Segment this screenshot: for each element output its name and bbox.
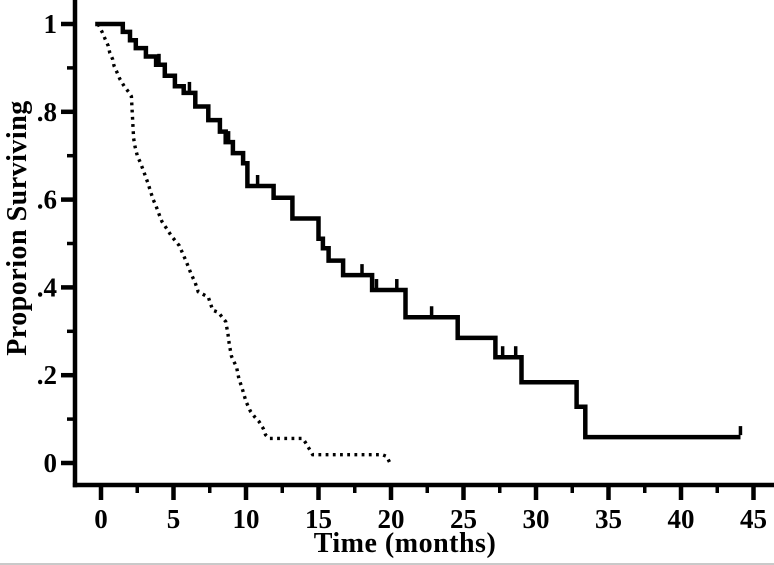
x-tick-label: 45 xyxy=(740,504,767,534)
y-tick-label: .2 xyxy=(37,360,57,390)
x-tick-label: 25 xyxy=(450,504,477,534)
solid-curve-group-curve xyxy=(95,21,741,440)
y-axis-title: Proporion Surviving xyxy=(2,100,33,356)
x-tick-label: 20 xyxy=(378,504,405,534)
y-tick-label: .8 xyxy=(37,97,57,127)
x-tick-label: 40 xyxy=(668,504,695,534)
x-tick-label: 0 xyxy=(94,504,108,534)
y-tick-label: 0 xyxy=(44,448,58,478)
dotted-curve-group-curve xyxy=(96,23,392,463)
y-tick-label: .4 xyxy=(37,272,57,302)
y-tick-label: 1 xyxy=(44,9,58,39)
x-tick-label: 35 xyxy=(595,504,622,534)
y-tick-label: .6 xyxy=(37,185,57,215)
x-axis-title: Time (months) xyxy=(313,528,497,559)
x-tick-label: 5 xyxy=(167,504,181,534)
x-tick-label: 30 xyxy=(523,504,550,534)
x-tick-label: 15 xyxy=(305,504,332,534)
x-tick-label: 10 xyxy=(233,504,260,534)
